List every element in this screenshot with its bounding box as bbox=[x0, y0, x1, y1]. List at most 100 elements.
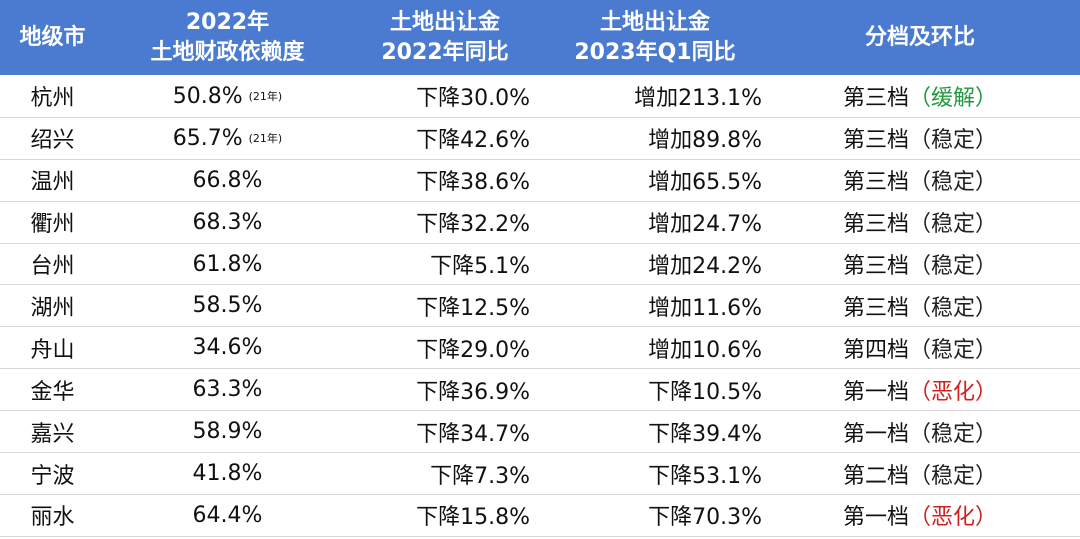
table-row: 温州 66.8% 下降38.6% 增加65.5% 第三档 （稳定） bbox=[0, 160, 1080, 202]
table-row: 衢州 68.3% 下降32.2% 增加24.7% 第三档 （稳定） bbox=[0, 202, 1080, 244]
status: （稳定） bbox=[909, 212, 998, 238]
tier-cell: 第三档 （稳定） bbox=[790, 202, 1050, 243]
dependency-cell: 65.7% (21年) bbox=[120, 118, 335, 159]
tier: 第三档 bbox=[842, 86, 909, 112]
header-line: 土地出让金 bbox=[599, 9, 710, 35]
land-2022-cell: 下降5.1% bbox=[430, 254, 530, 280]
status: （稳定） bbox=[909, 421, 998, 447]
tier-cell: 第三档 （稳定） bbox=[790, 118, 1050, 159]
tier: 第三档 bbox=[842, 170, 909, 196]
dependency-value: 65.7% bbox=[172, 125, 243, 151]
dependency-cell: 58.9% bbox=[120, 411, 335, 452]
city-cell: 衢州 bbox=[30, 212, 75, 238]
dependency-cell: 66.8% bbox=[120, 160, 335, 201]
dependency-cell: 68.3% bbox=[120, 202, 335, 243]
land-2022-cell: 下降32.2% bbox=[416, 212, 530, 238]
status: （恶化） bbox=[909, 379, 998, 405]
tier: 第一档 bbox=[842, 421, 909, 447]
table-row: 绍兴 65.7% (21年) 下降42.6% 增加89.8% 第三档 （稳定） bbox=[0, 118, 1080, 160]
land-2023q1-cell: 下降53.1% bbox=[648, 463, 762, 489]
city-cell: 台州 bbox=[30, 254, 75, 280]
land-2022-cell: 下降29.0% bbox=[416, 337, 530, 363]
tier: 第二档 bbox=[842, 463, 909, 489]
dependency-cell: 64.4% bbox=[120, 495, 335, 536]
city-cell: 宁波 bbox=[30, 463, 75, 489]
header-line: 土地财政依赖度 bbox=[150, 39, 305, 65]
land-2023q1-cell: 增加213.1% bbox=[634, 86, 762, 112]
tier-cell: 第一档 （稳定） bbox=[790, 411, 1050, 452]
land-2023q1-cell: 下降10.5% bbox=[648, 379, 762, 405]
status: （缓解） bbox=[909, 86, 998, 112]
status: （稳定） bbox=[909, 170, 998, 196]
dependency-cell: 63.3% bbox=[120, 369, 335, 410]
dependency-cell: 58.5% bbox=[120, 286, 335, 327]
land-2023q1-cell: 增加11.6% bbox=[648, 295, 762, 321]
city-cell: 绍兴 bbox=[30, 128, 75, 154]
dependency-value: 34.6% bbox=[192, 335, 263, 361]
status: （稳定） bbox=[909, 128, 998, 154]
tier-cell: 第三档 （稳定） bbox=[790, 244, 1050, 285]
tier: 第三档 bbox=[842, 128, 909, 154]
dependency-value: 50.8% bbox=[172, 83, 243, 109]
dependency-value: 64.4% bbox=[192, 502, 263, 528]
dependency-value: 41.8% bbox=[192, 461, 263, 487]
tier-cell: 第三档 （稳定） bbox=[790, 286, 1050, 327]
dependency-value: 66.8% bbox=[192, 167, 263, 193]
land-2022-cell: 下降42.6% bbox=[416, 128, 530, 154]
status: （稳定） bbox=[909, 337, 998, 363]
land-2023q1-cell: 增加24.7% bbox=[648, 212, 762, 238]
tier: 第三档 bbox=[842, 212, 909, 238]
land-2023q1-cell: 下降70.3% bbox=[648, 505, 762, 531]
table-row: 湖州 58.5% 下降12.5% 增加11.6% 第三档 （稳定） bbox=[0, 286, 1080, 328]
city-cell: 舟山 bbox=[30, 337, 75, 363]
header-band bbox=[0, 0, 1080, 75]
land-2023q1-cell: 增加24.2% bbox=[648, 254, 762, 280]
land-2022-cell: 下降36.9% bbox=[416, 379, 530, 405]
dependency-cell: 34.6% bbox=[120, 327, 335, 368]
header-cell: 分档及环比 bbox=[790, 0, 1050, 75]
dependency-value: 61.8% bbox=[192, 251, 263, 277]
header-line: 土地出让金 bbox=[389, 9, 500, 35]
dependency-value: 63.3% bbox=[192, 377, 263, 403]
table-row: 嘉兴 58.9% 下降34.7% 下降39.4% 第一档 （稳定） bbox=[0, 411, 1080, 454]
table-row: 丽水 64.4% 下降15.8% 下降70.3% 第一档 （恶化） bbox=[0, 495, 1080, 537]
header-line: 2022年同比 bbox=[381, 39, 509, 65]
table-row: 金华 63.3% 下降36.9% 下降10.5% 第一档 （恶化） bbox=[0, 369, 1080, 412]
status: （稳定） bbox=[909, 295, 998, 321]
table-row: 台州 61.8% 下降5.1% 增加24.2% 第三档 （稳定） bbox=[0, 244, 1080, 286]
header-line: 2022年 bbox=[185, 9, 270, 35]
tier: 第一档 bbox=[842, 379, 909, 405]
status: （稳定） bbox=[909, 254, 998, 280]
dependency-note: (21年) bbox=[248, 132, 283, 146]
table-row: 杭州 50.8% (21年) 下降30.0% 增加213.1% 第三档 （缓解） bbox=[0, 76, 1080, 118]
dependency-cell: 41.8% bbox=[120, 453, 335, 494]
dependency-value: 58.5% bbox=[192, 293, 263, 319]
dependency-cell: 50.8% (21年) bbox=[120, 76, 335, 117]
header-cell: 地级市 bbox=[0, 0, 105, 75]
land-2022-cell: 下降12.5% bbox=[416, 295, 530, 321]
dependency-value: 58.9% bbox=[192, 419, 263, 445]
status: （恶化） bbox=[909, 505, 998, 531]
city-cell: 杭州 bbox=[30, 86, 75, 112]
tier-cell: 第一档 （恶化） bbox=[790, 369, 1050, 410]
header-cell: 土地出让金 2023年Q1同比 bbox=[555, 0, 755, 75]
header-line: 分档及环比 bbox=[864, 24, 975, 50]
status: （稳定） bbox=[909, 463, 998, 489]
land-2022-cell: 下降15.8% bbox=[416, 505, 530, 531]
land-2022-cell: 下降7.3% bbox=[430, 463, 530, 489]
tier-cell: 第四档 （稳定） bbox=[790, 327, 1050, 368]
tier-cell: 第三档 （稳定） bbox=[790, 160, 1050, 201]
header-cell: 土地出让金 2022年同比 bbox=[350, 0, 540, 75]
tier-cell: 第一档 （恶化） bbox=[790, 495, 1050, 536]
land-2023q1-cell: 增加10.6% bbox=[648, 337, 762, 363]
tier: 第四档 bbox=[842, 337, 909, 363]
tier: 第一档 bbox=[842, 505, 909, 531]
land-2022-cell: 下降34.7% bbox=[416, 421, 530, 447]
city-cell: 嘉兴 bbox=[30, 421, 75, 447]
header-line: 地级市 bbox=[19, 24, 86, 50]
dependency-note: (21年) bbox=[248, 90, 283, 104]
land-2023q1-cell: 下降39.4% bbox=[648, 421, 762, 447]
land-2022-cell: 下降38.6% bbox=[416, 170, 530, 196]
land-2023q1-cell: 增加65.5% bbox=[648, 170, 762, 196]
